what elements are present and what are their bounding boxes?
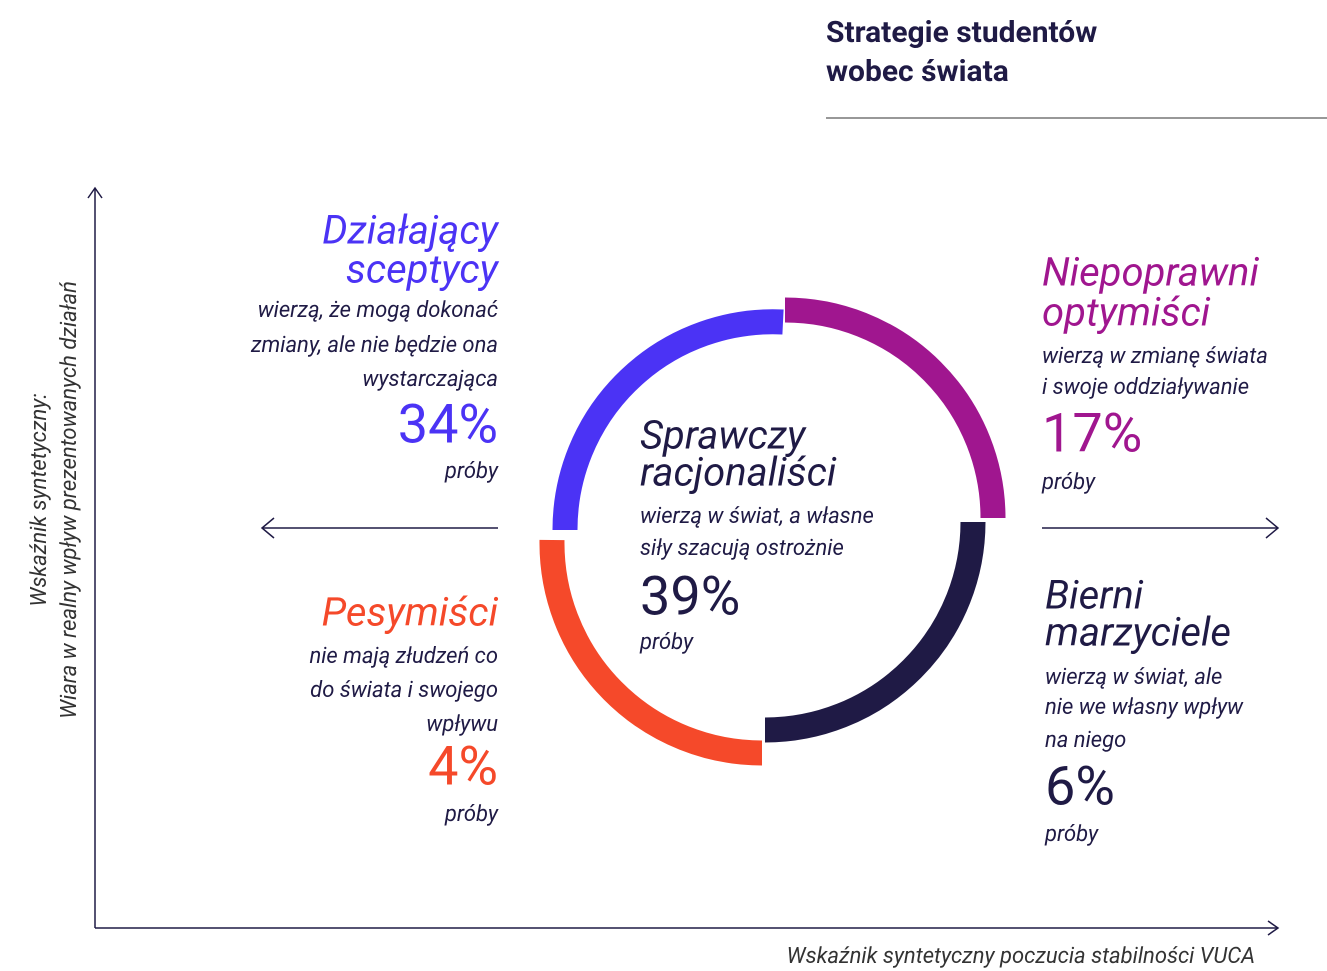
group-unit: próby	[444, 459, 499, 484]
group-description: zmiany, ale nie będzie ona	[250, 333, 498, 358]
group-name: Bierni	[1045, 572, 1144, 619]
y-axis-label: Wskaźnik syntetyczny:	[27, 393, 52, 606]
group-name: racjonaliści	[640, 449, 837, 496]
group-description: nie mają złudzeń co	[309, 644, 498, 669]
group-name: Niepoprawni	[1042, 249, 1259, 296]
group-description: wystarczająca	[362, 367, 498, 392]
group-description: wierzą w świat, ale	[1045, 665, 1222, 690]
group-share: 34%	[398, 393, 498, 456]
group-description: do świata i swojego	[310, 678, 498, 703]
group-share: 4%	[428, 735, 498, 798]
group-description: wierzą w zmianę świata	[1042, 344, 1268, 369]
ring	[539, 297, 1006, 766]
group-description: wpływu	[426, 712, 498, 737]
group-unit: próby	[1044, 822, 1099, 847]
group-name: marzyciele	[1045, 609, 1231, 656]
title: Strategie studentów	[826, 15, 1097, 50]
group-unit: próby	[444, 802, 499, 827]
y-axis-label: Wiara w realny wpływ prezentowanych dzia…	[57, 281, 82, 719]
group-name: Sprawczy	[640, 412, 807, 459]
group-description: i swoje oddziaływanie	[1042, 375, 1249, 400]
group-unit: próby	[639, 630, 694, 655]
title: wobec świata	[826, 54, 1009, 89]
group-share: 17%	[1042, 402, 1142, 465]
group-description: wierzą w świat, a własne	[640, 504, 874, 529]
group-name: Pesymiści	[322, 589, 499, 636]
group-description: siły szacują ostrożnie	[640, 536, 844, 561]
group-description: na niego	[1045, 728, 1126, 753]
group-share: 6%	[1045, 755, 1115, 818]
axes	[87, 186, 1280, 936]
group-name: optymiści	[1042, 289, 1211, 336]
group-name: Działający	[322, 207, 500, 254]
group-description: nie we własny wpływ	[1045, 695, 1244, 720]
group-unit: próby	[1041, 470, 1096, 495]
group-name: sceptycy	[346, 246, 500, 293]
group-description: wierzą, że mogą dokonać	[258, 298, 498, 323]
x-axis-label: Wskaźnik syntetyczny poczucia stabilnośc…	[787, 944, 1255, 969]
group-share: 39%	[640, 565, 740, 628]
